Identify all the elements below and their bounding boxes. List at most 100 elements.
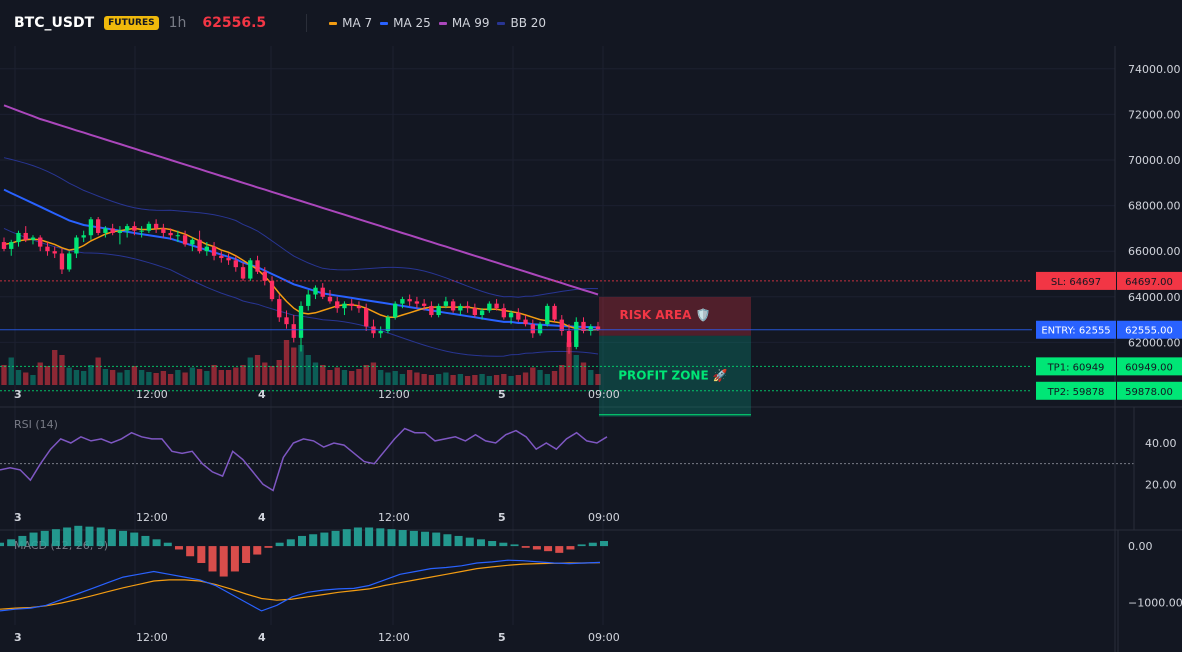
candle: [197, 230, 202, 254]
candle-body: [559, 319, 564, 331]
volume-bar: [247, 357, 253, 385]
candle-body: [139, 230, 144, 232]
legend-item-ma-25[interactable]: MA 25: [380, 16, 431, 30]
macd-histogram-bar: [600, 541, 608, 547]
macd-histogram-bar: [398, 530, 407, 547]
candle: [501, 303, 507, 320]
candle: [516, 308, 521, 322]
candle-body: [342, 303, 347, 309]
volume-bar: [102, 369, 109, 385]
macd-histogram-bar: [141, 535, 150, 547]
macd-histogram-bar: [298, 535, 306, 547]
volume-bar: [204, 371, 210, 385]
legend-item-ma-7[interactable]: MA 7: [329, 16, 372, 30]
macd-histogram-bar: [454, 535, 463, 547]
legend-item-ma-99[interactable]: MA 99: [438, 16, 490, 30]
tp2-label-right: 59878.00: [1125, 387, 1173, 398]
candle-body: [168, 232, 173, 236]
volume-bar: [175, 370, 181, 385]
candle-body: [501, 308, 507, 318]
volume-bar: [1, 365, 7, 385]
volume-bar: [356, 369, 362, 385]
candle-body: [508, 312, 514, 318]
candle: [67, 251, 72, 272]
volume-bar: [530, 367, 536, 385]
rsi-pane: RSI (14) 40.00 20.00: [0, 407, 1177, 530]
tp2-tag-right: [1117, 381, 1182, 400]
candle-body: [335, 301, 340, 309]
tp2-tag-left[interactable]: [1036, 381, 1116, 400]
macd-histogram-bar: [63, 527, 72, 547]
candle-body: [204, 246, 210, 252]
candle: [262, 267, 267, 286]
legend-label: MA 99: [451, 16, 490, 30]
volume-bar: [464, 376, 471, 385]
candle-body: [284, 317, 289, 325]
candle: [450, 299, 456, 313]
volume-bar: [559, 365, 565, 385]
candle: [117, 226, 123, 245]
ma99-line: [3, 104, 599, 296]
volume-bar: [160, 371, 167, 385]
candle: [45, 242, 50, 256]
candle: [153, 219, 159, 233]
sl-tag-left[interactable]: [1036, 271, 1116, 290]
volume-bar: [472, 375, 478, 385]
volume-bar: [573, 355, 579, 385]
macd-histogram-bar: [51, 529, 60, 547]
macd-histogram-bar: [499, 542, 508, 547]
tp1-tag-left[interactable]: [1036, 357, 1116, 376]
candle-body: [327, 296, 333, 302]
candle: [320, 283, 325, 300]
macd-histogram-bar: [532, 546, 541, 550]
candle: [88, 217, 94, 240]
candle-body: [537, 324, 543, 334]
candle-body: [175, 235, 181, 237]
candle-body: [306, 294, 311, 306]
macd-histogram-bar: [331, 530, 340, 547]
macd-time-tick: 4: [258, 631, 266, 644]
candle: [436, 303, 441, 318]
symbol-name[interactable]: BTC_USDT: [14, 15, 95, 31]
candle-body: [226, 258, 231, 261]
interval-selector[interactable]: 1h: [168, 15, 187, 31]
candle: [284, 310, 289, 329]
macd-histogram-bar: [465, 537, 474, 547]
macd-histogram-bar: [40, 530, 49, 547]
candle: [494, 299, 499, 311]
macd-histogram-bar: [521, 546, 530, 548]
candle: [277, 294, 282, 322]
candle-body: [472, 308, 478, 316]
macd-tick: 0.00: [1128, 540, 1153, 553]
candle: [559, 315, 564, 336]
futures-badge: FUTURES: [104, 16, 159, 30]
macd-time-tick: 12:00: [378, 631, 410, 644]
ma25-line: [3, 188, 599, 329]
candle: [9, 239, 14, 256]
macd-histogram-bar: [376, 528, 385, 547]
volume-bar: [378, 370, 384, 385]
legend-swatch: [438, 21, 447, 25]
candle: [23, 226, 28, 243]
candle: [552, 303, 557, 322]
legend-item-bb-20[interactable]: BB 20: [497, 16, 546, 30]
macd-signal-line: [0, 562, 601, 610]
candle-body: [378, 331, 383, 334]
candle-body: [16, 232, 21, 243]
price-axis[interactable]: 74000.00 72000.00 70000.00 68000.00 66000.00…: [1128, 63, 1181, 350]
volume-bar: [146, 372, 152, 385]
candle: [103, 226, 108, 238]
entry-tag-left[interactable]: [1036, 320, 1116, 339]
volume-bar: [501, 374, 507, 385]
candle: [233, 255, 238, 272]
candle: [537, 321, 543, 336]
macd-histogram-bar: [119, 530, 128, 547]
candle: [407, 294, 412, 306]
volume-bar: [211, 365, 217, 385]
main-time-tick: 09:00: [588, 388, 620, 401]
macd-histogram-bar: [96, 527, 105, 547]
macd-pane: MACD (12, 26, 9) 0.00 −1000.00: [0, 525, 1182, 652]
rsi-time-tick: 09:00: [588, 511, 620, 524]
candle-body: [414, 301, 420, 304]
